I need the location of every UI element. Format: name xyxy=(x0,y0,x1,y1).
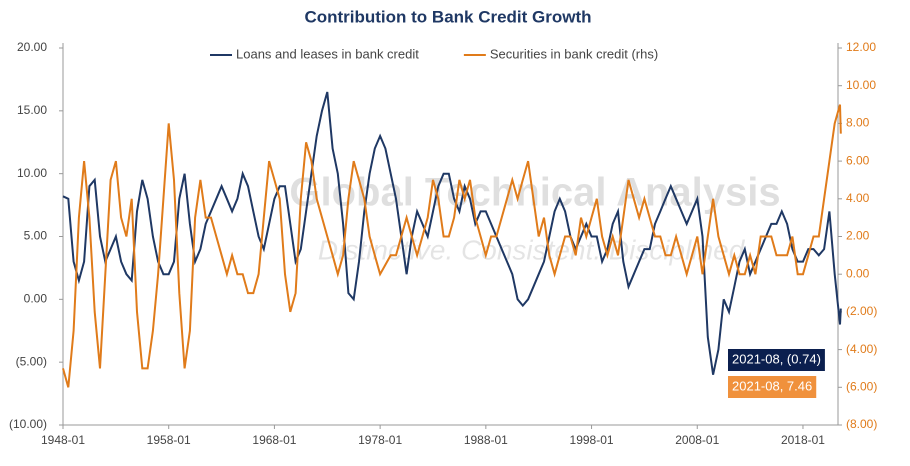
y2-tick-label: 4.00 xyxy=(846,191,870,205)
annotation-label: 2021-08, (0.74) xyxy=(732,351,821,366)
chart-title: Contribution to Bank Credit Growth xyxy=(304,7,591,26)
y2-tick-label: (4.00) xyxy=(846,342,877,356)
x-tick-label: 2008-01 xyxy=(675,433,719,447)
x-tick-label: 1968-01 xyxy=(252,433,296,447)
legend-label: Loans and leases in bank credit xyxy=(236,46,419,61)
y2-tick-label: (8.00) xyxy=(846,417,877,431)
x-tick-label: 1978-01 xyxy=(358,433,402,447)
series-line xyxy=(62,104,842,388)
x-tick-label: 1958-01 xyxy=(147,433,191,447)
y-tick-label: 0.00 xyxy=(24,292,48,306)
y-tick-label: 5.00 xyxy=(24,229,48,243)
y2-tick-label: (6.00) xyxy=(846,379,877,393)
legend-label: Securities in bank credit (rhs) xyxy=(490,46,658,61)
y2-tick-label: 0.00 xyxy=(846,266,870,280)
y-tick-label: (5.00) xyxy=(16,354,47,368)
annotation-box xyxy=(728,376,817,398)
y2-tick-label: (2.00) xyxy=(846,304,877,318)
y-tick-label: (10.00) xyxy=(9,417,47,431)
series-line xyxy=(62,91,842,375)
annotation-box xyxy=(728,349,825,371)
y2-tick-label: 12.00 xyxy=(846,40,876,54)
watermark: Distinctive. Consistent. Disciplined. xyxy=(318,234,752,265)
x-tick-label: 1948-01 xyxy=(41,433,85,447)
x-tick-label: 1998-01 xyxy=(570,433,614,447)
y2-tick-label: 8.00 xyxy=(846,116,870,130)
y-tick-label: 15.00 xyxy=(17,103,47,117)
x-tick-label: 2018-01 xyxy=(781,433,825,447)
y2-tick-label: 10.00 xyxy=(846,78,876,92)
y-tick-label: 10.00 xyxy=(17,166,47,180)
annotation-label: 2021-08, 7.46 xyxy=(732,378,812,393)
x-tick-label: 1988-01 xyxy=(464,433,508,447)
y2-tick-label: 6.00 xyxy=(846,153,870,167)
y2-tick-label: 2.00 xyxy=(846,229,870,243)
y-tick-label: 20.00 xyxy=(17,40,47,54)
